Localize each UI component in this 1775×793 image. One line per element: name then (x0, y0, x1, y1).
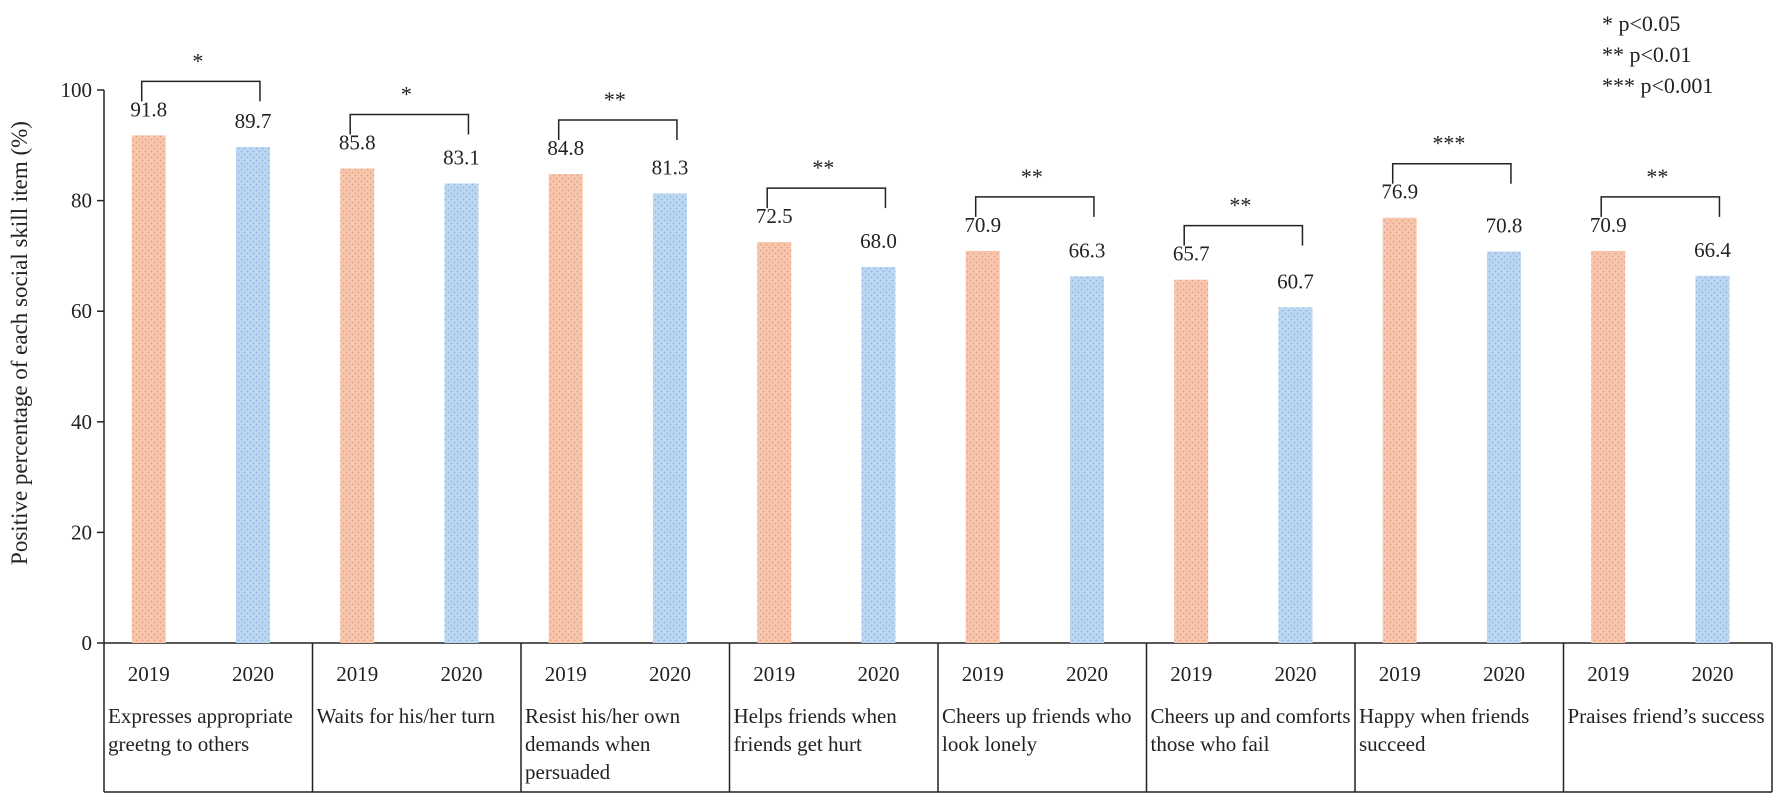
significance-bracket (1183, 224, 1304, 246)
significance-bracket (1600, 196, 1721, 217)
x-tick-year: 2019 (753, 662, 795, 686)
x-tick-year: 2019 (545, 662, 587, 686)
category-label: Happy when friends succeed (1359, 704, 1530, 756)
category-label: Expresses appropriate greetng to others (108, 704, 293, 756)
significance-stars: * (401, 82, 412, 107)
category-label: Helps friends when friends get hurt (733, 704, 897, 756)
x-tick-year: 2020 (649, 662, 691, 686)
bar-2019 (548, 174, 583, 643)
axes: 0 20 40 60 80 100 (61, 78, 1773, 793)
data-label: 72.5 (756, 204, 793, 228)
bar-2020 (1069, 276, 1104, 643)
bar-2019 (757, 242, 792, 643)
x-axis-table: 2019 2020 2019 2020 2019 2020 2019 2020 2019 2020… (128, 662, 1734, 686)
significance-brackets: ** **** ********* (140, 48, 1721, 246)
significance-stars: * (192, 48, 203, 73)
bar-2019 (340, 168, 375, 643)
legend-item-p05: * p<0.05 (1602, 11, 1681, 36)
data-label: 66.4 (1694, 238, 1731, 262)
data-label: 70.8 (1486, 213, 1523, 237)
x-tick-year: 2019 (1170, 662, 1212, 686)
bar-2019 (1591, 250, 1626, 643)
significance-stars: ** (604, 87, 626, 112)
x-tick-year: 2020 (440, 662, 482, 686)
bar-2020 (1486, 251, 1521, 643)
x-tick-year: 2020 (1066, 662, 1108, 686)
bar-2019 (1174, 279, 1209, 643)
data-label: 85.8 (339, 131, 376, 155)
x-tick-year: 2019 (336, 662, 378, 686)
data-label: 91.8 (130, 97, 167, 121)
category-label: Waits for his/her turn (316, 704, 496, 728)
data-label: 68.0 (860, 229, 897, 253)
x-tick-year: 2019 (128, 662, 170, 686)
data-label: 83.1 (443, 145, 480, 169)
significance-bracket (766, 187, 887, 209)
bar-2020 (1695, 275, 1730, 643)
significance-stars: ** (812, 155, 834, 180)
bar-2020 (235, 146, 270, 644)
y-tick-label: 40 (71, 410, 92, 434)
data-label: 89.7 (235, 109, 272, 133)
data-label: 81.3 (652, 155, 689, 179)
legend-item-p01: ** p<0.01 (1602, 42, 1692, 67)
x-tick-year: 2019 (962, 662, 1004, 686)
category-label: Resist his/her own demands when persuade… (525, 704, 681, 784)
x-tick-year: 2020 (1691, 662, 1733, 686)
significance-legend: * p<0.05 ** p<0.01 *** p<0.001 (1602, 8, 1713, 101)
significance-stars: ** (1646, 164, 1668, 189)
data-label: 84.8 (547, 136, 584, 160)
significance-stars: ** (1229, 193, 1251, 218)
significance-stars: ** (1021, 164, 1043, 189)
y-axis-label: Positive percentage of each social skill… (7, 121, 32, 565)
significance-stars: *** (1432, 131, 1465, 156)
x-tick-year: 2020 (1483, 662, 1525, 686)
x-tick-year: 2019 (1587, 662, 1629, 686)
y-tick-label: 0 (82, 631, 93, 655)
bar-2019 (131, 135, 166, 643)
significance-bracket (140, 80, 261, 102)
bar-2019 (965, 250, 1000, 643)
legend-item-p001: *** p<0.001 (1602, 73, 1714, 98)
bars (131, 135, 1730, 644)
significance-bracket (557, 119, 678, 141)
bar-2020 (652, 193, 687, 643)
x-tick-year: 2019 (1379, 662, 1421, 686)
x-tick-year: 2020 (857, 662, 899, 686)
value-labels: 91.8 89.7 85.8 83.1 84.8 81.3 72.5 68.0 70.9 66.3… (130, 97, 1731, 293)
significance-bracket (1391, 162, 1512, 184)
category-label: Cheers up friends who look lonely (942, 704, 1132, 756)
data-label: 70.9 (1590, 213, 1627, 237)
y-tick-label: 100 (61, 78, 93, 102)
data-label: 66.3 (1069, 238, 1106, 262)
bar-2020 (1278, 307, 1313, 643)
data-label: 60.7 (1277, 269, 1314, 293)
y-tick-label: 60 (71, 299, 92, 323)
significance-bracket (349, 113, 470, 135)
bar-2020 (444, 183, 479, 643)
significance-bracket (974, 196, 1095, 217)
category-label: Cheers up and comforts those who fail (1150, 704, 1351, 756)
data-label: 65.7 (1173, 242, 1210, 266)
data-label: 70.9 (964, 213, 1001, 237)
data-label: 76.9 (1381, 180, 1418, 204)
bar-2020 (861, 266, 896, 643)
x-tick-year: 2020 (232, 662, 274, 686)
y-tick-label: 80 (71, 189, 92, 213)
y-tick-label: 20 (71, 520, 92, 544)
x-tick-year: 2020 (1274, 662, 1316, 686)
bar-2019 (1382, 217, 1417, 644)
category-label: Praises friend’s success (1567, 704, 1765, 728)
